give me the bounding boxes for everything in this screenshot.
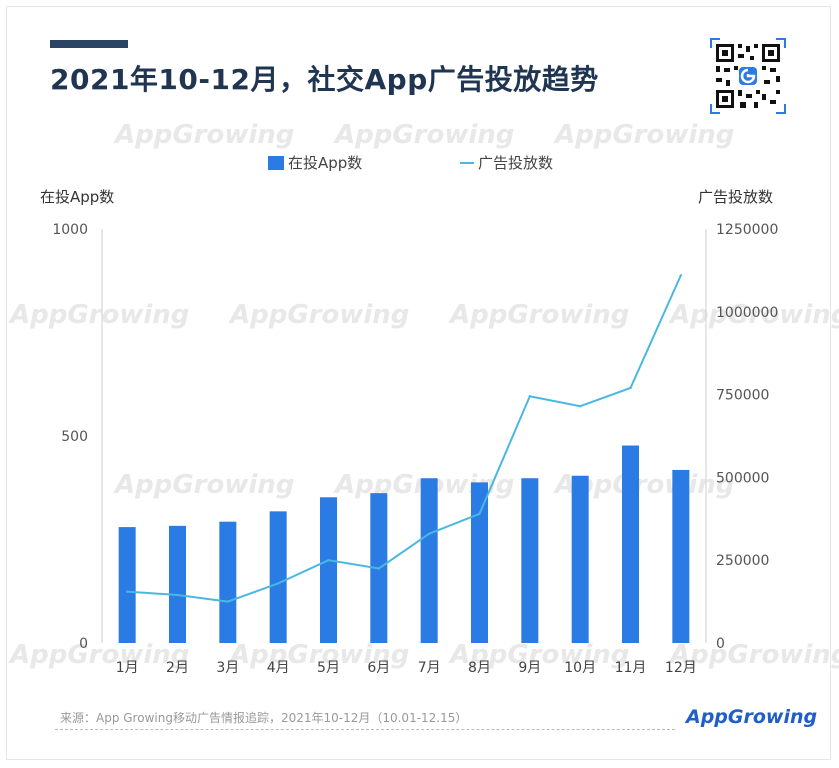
line-point (176, 593, 179, 597)
line-point (276, 582, 280, 585)
bar (622, 445, 639, 643)
left-axis-tick-label: 500 (61, 429, 88, 445)
line-point (528, 395, 532, 398)
chart-legend: 在投App数 广告投放数 (0, 153, 839, 175)
legend-item-bar: 在投App数 (268, 153, 362, 173)
line-point (226, 600, 230, 603)
right-axis-tick-label: 500000 (716, 470, 769, 486)
bar (420, 478, 438, 643)
line-point (578, 404, 582, 408)
x-axis-tick-label: 8月 (468, 660, 491, 676)
chart-title: 2021年10-12月，社交App广告投放趋势 (50, 63, 599, 96)
legend-line-label: 广告投放数 (478, 154, 554, 172)
footer-divider (55, 729, 675, 730)
bar (471, 482, 488, 643)
left-axis-tick-label: 1000 (52, 222, 88, 238)
x-axis-tick-label: 9月 (518, 660, 541, 676)
legend-item-line: 广告投放数 (460, 153, 553, 173)
right-axis-tick-label: 0 (716, 636, 725, 652)
bar (521, 478, 539, 643)
x-axis-tick-label: 2月 (166, 660, 189, 676)
bar (571, 475, 589, 643)
left-axis-tick-label: 0 (79, 636, 88, 652)
left-axis-title: 在投App数 (40, 188, 115, 206)
brand-logo: AppGrowing (686, 706, 818, 728)
right-axis-tick-label: 1250000 (716, 222, 778, 238)
bar (269, 511, 287, 643)
line-point (125, 590, 129, 593)
legend-line-swatch (460, 162, 474, 164)
x-axis-tick-label: 3月 (216, 660, 239, 676)
title-accent-bar (50, 40, 128, 48)
x-axis-tick-label: 11月 (615, 660, 647, 676)
bar (320, 497, 337, 643)
x-axis-tick-label: 12月 (665, 660, 697, 676)
x-axis-tick-label: 4月 (267, 660, 290, 676)
right-axis-title: 广告投放数 (698, 188, 774, 206)
x-axis-tick-label: 10月 (564, 660, 596, 676)
line-point (427, 532, 431, 535)
bar (672, 469, 690, 643)
bar (118, 527, 136, 643)
bar (219, 521, 237, 643)
right-axis-tick-label: 250000 (716, 553, 769, 569)
x-axis-tick-label: 6月 (367, 660, 390, 676)
bar (169, 525, 186, 643)
source-note: 来源：App Growing移动广告情报追踪，2021年10-12月（10.01… (60, 711, 468, 725)
x-axis-tick-label: 5月 (317, 660, 340, 676)
legend-bar-label: 在投App数 (288, 154, 363, 172)
right-axis-tick-label: 1000000 (716, 305, 778, 321)
x-axis-tick-label: 7月 (418, 660, 441, 676)
line-point (478, 512, 481, 516)
x-axis-tick-label: 1月 (116, 660, 139, 676)
line-point (327, 559, 330, 562)
qr-code-icon (710, 38, 786, 114)
legend-bar-swatch (268, 156, 284, 170)
right-axis-tick-label: 750000 (716, 388, 769, 404)
line-series (127, 274, 682, 603)
line-point (377, 567, 381, 570)
line-point (629, 386, 632, 390)
line-point (679, 274, 683, 277)
chart-card (6, 6, 831, 760)
